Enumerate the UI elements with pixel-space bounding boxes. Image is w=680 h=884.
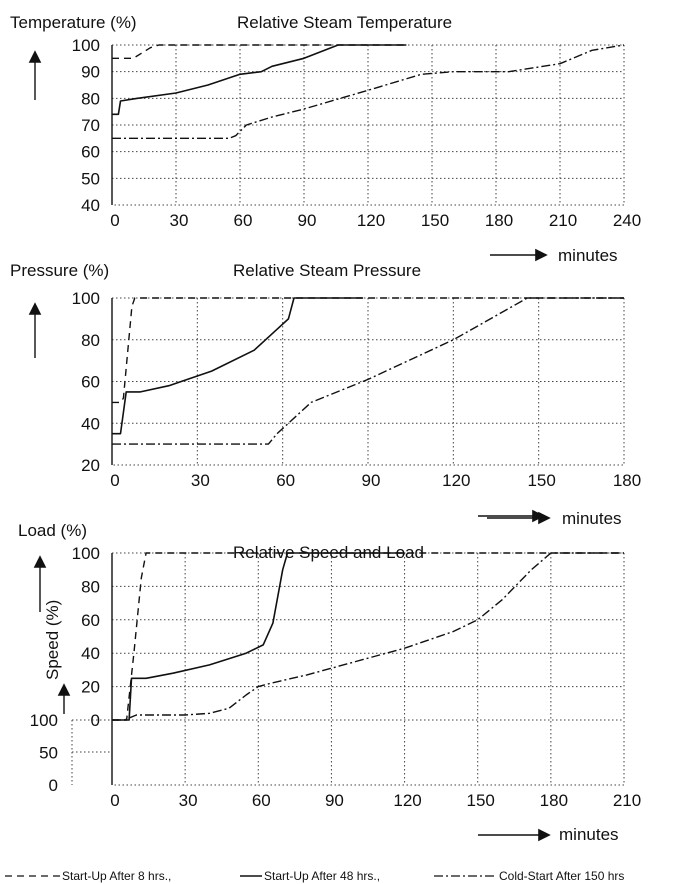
pressure-axis-label: Pressure (%) xyxy=(10,261,109,280)
pressure-x-tick-label: 30 xyxy=(191,471,210,490)
pressure-x-tick-label: 60 xyxy=(276,471,295,490)
temperature-series-solid xyxy=(112,44,407,116)
pressure-x-tick-label: 90 xyxy=(362,471,381,490)
plots: 0 30 60 90 120 150 180 210 240 40 50 60 70 80 90 100 0 30… xyxy=(30,36,642,810)
pressure-chart-title: Relative Steam Pressure xyxy=(233,261,421,280)
temperature-y-tick-label: 80 xyxy=(81,89,100,108)
pressure-y-tick-label: 80 xyxy=(81,331,100,350)
speed-load-x-tick-label: 60 xyxy=(252,791,271,810)
speed-y-tick-label: 0 xyxy=(49,776,58,795)
speed-load-y-tick-label: 80 xyxy=(81,577,100,596)
speed-y-tick-label: 100 xyxy=(30,711,58,730)
temperature-plot: 0 30 60 90 120 150 180 210 240 40 50 60 70 80 90 100 xyxy=(72,36,642,230)
speed-axis-label: Speed (%) xyxy=(43,600,62,680)
speed-load-x-tick-label: 30 xyxy=(179,791,198,810)
temperature-y-tick-label: 60 xyxy=(81,143,100,162)
pressure-plot: 0 30 60 90 120 150 180 20 40 60 80 100 xyxy=(72,289,642,490)
speed-load-x-label: minutes xyxy=(559,825,619,844)
pressure-x-tick-label: 120 xyxy=(442,471,470,490)
pressure-x-label: minutes xyxy=(562,509,622,528)
pressure-y-tick-label: 60 xyxy=(81,373,100,392)
temperature-y-tick-label: 50 xyxy=(81,169,100,188)
speed-load-y-tick-label: 60 xyxy=(81,611,100,630)
pressure-y-tick-label: 100 xyxy=(72,289,100,308)
speed-y-tick-label: 50 xyxy=(39,744,58,763)
speed-load-x-tick-label: 120 xyxy=(393,791,421,810)
speed-load-y-tick-label: 40 xyxy=(81,644,100,663)
pressure-y-tick-label: 40 xyxy=(81,414,100,433)
temperature-x-tick-label: 0 xyxy=(110,211,119,230)
speed-load-y-tick-label: 20 xyxy=(81,678,100,697)
temperature-x-tick-label: 30 xyxy=(170,211,189,230)
temperature-x-tick-label: 150 xyxy=(421,211,449,230)
speed-load-x-tick-label: 90 xyxy=(325,791,344,810)
legend: Start-Up After 8 hrs., Start-Up After 48… xyxy=(5,869,624,883)
temperature-series-dash xyxy=(112,44,407,59)
pressure-series-solid xyxy=(112,297,363,435)
temperature-chart-title: Relative Steam Temperature xyxy=(237,13,452,32)
temperature-y-tick-label: 70 xyxy=(81,116,100,135)
pressure-series-dash xyxy=(112,297,624,404)
temperature-y-tick-label: 100 xyxy=(72,36,100,55)
legend-label-150hrs: Cold-Start After 150 hrs xyxy=(499,869,624,883)
legend-label-48hrs: Start-Up After 48 hrs., xyxy=(264,869,380,883)
temperature-axis-label: Temperature (%) xyxy=(10,13,137,32)
temperature-x-tick-label: 90 xyxy=(298,211,317,230)
speed-load-plot: 0 30 60 90 120 150 180 210 0 20 40 60 80 100 0 50 100 xyxy=(30,544,642,810)
temperature-series-dashdot xyxy=(112,44,625,140)
temperature-x-tick-label: 180 xyxy=(485,211,513,230)
load-axis-label: Load (%) xyxy=(18,521,87,540)
temperature-y-tick-label: 90 xyxy=(81,63,100,82)
pressure-x-tick-label: 0 xyxy=(110,471,119,490)
speed-load-series-dashdot xyxy=(112,552,624,721)
pressure-x-tick-label: 150 xyxy=(527,471,555,490)
speed-load-x-tick-label: 0 xyxy=(110,791,119,810)
temperature-x-tick-label: 60 xyxy=(234,211,253,230)
speed-load-x-tick-label: 210 xyxy=(613,791,641,810)
speed-load-x-tick-label: 180 xyxy=(540,791,568,810)
speed-load-y-tick-label: 100 xyxy=(72,544,100,563)
speed-load-series-dash xyxy=(112,552,624,721)
speed-load-y-tick-label: 0 xyxy=(91,711,100,730)
temperature-y-tick-label: 40 xyxy=(81,196,100,215)
temperature-x-label: minutes xyxy=(558,246,618,265)
temperature-x-tick-label: 240 xyxy=(613,211,641,230)
temperature-x-tick-label: 120 xyxy=(357,211,385,230)
speed-load-series-solid xyxy=(112,552,405,721)
temperature-x-tick-label: 210 xyxy=(549,211,577,230)
legend-label-8hrs: Start-Up After 8 hrs., xyxy=(62,869,171,883)
pressure-y-tick-label: 20 xyxy=(81,456,100,475)
pressure-x-tick-label: 180 xyxy=(613,471,641,490)
speed-load-x-tick-label: 150 xyxy=(467,791,495,810)
pressure-series-dashdot xyxy=(112,297,624,445)
